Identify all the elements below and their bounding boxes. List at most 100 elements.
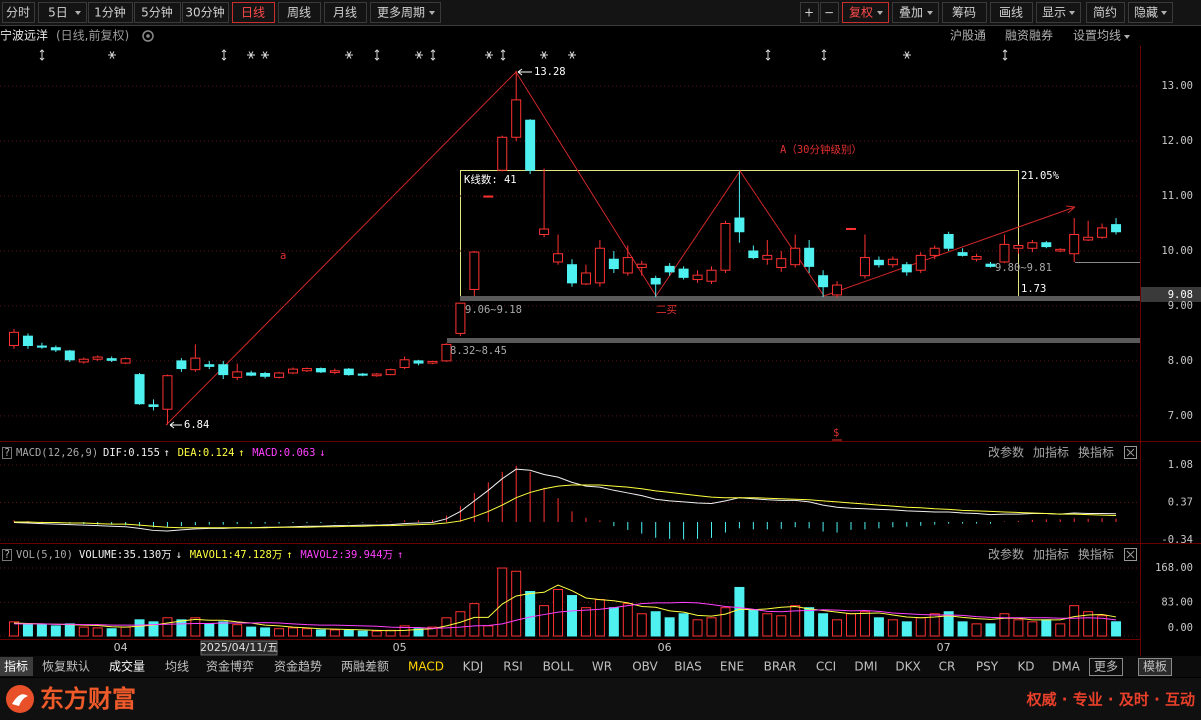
toolbar-button[interactable] [842, 2, 889, 23]
panel-tool[interactable]: 改参数 [988, 445, 1024, 460]
candle-body [1027, 242, 1038, 249]
header-link[interactable]: 设置均线 [1073, 29, 1121, 43]
panel-tool[interactable]: 加指标 [1033, 445, 1069, 460]
toolbar-button[interactable] [990, 2, 1033, 23]
y-tick-label: 8.00 [1168, 355, 1193, 367]
toolbar-button[interactable] [942, 2, 987, 23]
candle-body [1069, 234, 1080, 255]
candle-body [301, 368, 312, 372]
toolbar-button[interactable] [324, 2, 367, 23]
candle-body [50, 347, 61, 351]
tab[interactable]: BOLL [543, 660, 574, 674]
toolbar-label: 隐藏 [1134, 6, 1158, 20]
tab[interactable]: KD [1017, 660, 1034, 674]
tab[interactable]: BRAR [764, 660, 797, 674]
tab[interactable]: 恢复默认 [42, 659, 90, 674]
legend-value: DEA:0.124 [178, 447, 235, 459]
candle-body [776, 258, 787, 268]
tab[interactable]: CR [939, 660, 956, 674]
candle-body [315, 368, 326, 373]
panel-tool[interactable]: 改参数 [988, 547, 1024, 562]
tab[interactable]: 资金趋势 [274, 659, 322, 674]
panel-tool[interactable]: 换指标 [1078, 547, 1114, 562]
volume-bar [357, 630, 368, 637]
tab[interactable]: RSI [503, 660, 523, 674]
tab[interactable]: 资金博弈 [206, 659, 254, 674]
tab[interactable]: 两融差额 [341, 660, 389, 674]
tab[interactable]: DMI [854, 660, 877, 674]
volume-bar [567, 595, 577, 637]
tab[interactable]: WR [592, 660, 612, 674]
header-link[interactable]: 沪股通 [950, 29, 986, 43]
tab[interactable]: DKX [895, 660, 920, 674]
y-tick-label: 0.37 [1168, 496, 1193, 508]
toolbar-button[interactable] [1036, 2, 1081, 23]
close-icon[interactable] [1124, 548, 1137, 561]
indicator-line [13, 584, 1117, 632]
y-tick-label: 13.00 [1161, 80, 1193, 92]
toolbar-button[interactable] [278, 2, 321, 23]
tab[interactable]: DMA [1052, 660, 1081, 674]
settings-icon[interactable] [142, 30, 154, 42]
close-icon[interactable] [1124, 446, 1137, 459]
candle-body [943, 234, 954, 249]
tab[interactable]: CCI [816, 660, 836, 674]
panel-tool[interactable]: 换指标 [1078, 445, 1114, 460]
tab[interactable]: OBV [632, 660, 658, 674]
candle-body [218, 364, 229, 376]
tab-bar [0, 656, 1201, 677]
tab[interactable]: 成交量 [109, 659, 145, 674]
toolbar-button[interactable] [892, 2, 939, 23]
toolbar-button[interactable] [38, 2, 87, 23]
tab[interactable]: PSY [976, 660, 999, 674]
tab-box [1138, 658, 1172, 676]
candle-body [1041, 242, 1052, 248]
toolbar-button[interactable] [182, 2, 229, 23]
candle-body [539, 228, 550, 236]
toolbar-button[interactable] [1086, 2, 1125, 23]
tab[interactable]: BIAS [674, 660, 702, 674]
volume-bar [539, 605, 550, 637]
price-marker: 9.08 [1168, 289, 1193, 301]
toolbar-button[interactable] [800, 2, 819, 23]
panel-title: MACD(12,26,9) [16, 447, 98, 459]
header-link[interactable]: 融资融券 [1005, 28, 1053, 43]
candle-body [106, 358, 117, 361]
candle-body [371, 373, 382, 377]
legend-trend: ↑ [164, 447, 170, 459]
tab[interactable]: 指标 [4, 659, 28, 674]
toolbar-button[interactable] [88, 2, 133, 23]
toolbar-button[interactable] [2, 2, 35, 23]
volume-bar [343, 629, 354, 637]
tab[interactable]: MACD [408, 660, 444, 674]
tab[interactable]: ENE [720, 660, 744, 674]
gap-band [447, 338, 1140, 343]
volume-bar [301, 628, 312, 637]
volume-bar [1027, 621, 1038, 637]
toolbar-button[interactable] [134, 2, 181, 23]
candle-body [818, 275, 829, 288]
volume-bar [288, 627, 298, 637]
tab[interactable]: 更多 [1094, 660, 1118, 674]
annotation: 13.28 [534, 66, 566, 78]
volume-bar [1055, 623, 1066, 637]
tab[interactable]: 均线 [165, 660, 189, 674]
tab[interactable]: 模板 [1143, 660, 1167, 674]
volume-bar [999, 613, 1010, 637]
candle-body [134, 374, 145, 405]
panel-tool[interactable]: 加指标 [1033, 547, 1069, 562]
candle-body [357, 373, 368, 376]
volume-bar [971, 623, 982, 637]
gap-band [460, 296, 1140, 301]
candle-body [1013, 244, 1024, 249]
volume-bar [1013, 619, 1024, 637]
candle-body [1055, 248, 1066, 252]
toolbar-button[interactable] [370, 2, 441, 23]
toolbar-button[interactable] [820, 2, 839, 23]
toolbar-button[interactable] [1128, 2, 1173, 23]
dropdown-icon [927, 11, 933, 15]
chart-mode: (日线,前复权) [56, 28, 129, 43]
tab[interactable]: KDJ [463, 660, 484, 674]
toolbar-button[interactable] [232, 2, 275, 23]
volume-bar [162, 617, 173, 637]
